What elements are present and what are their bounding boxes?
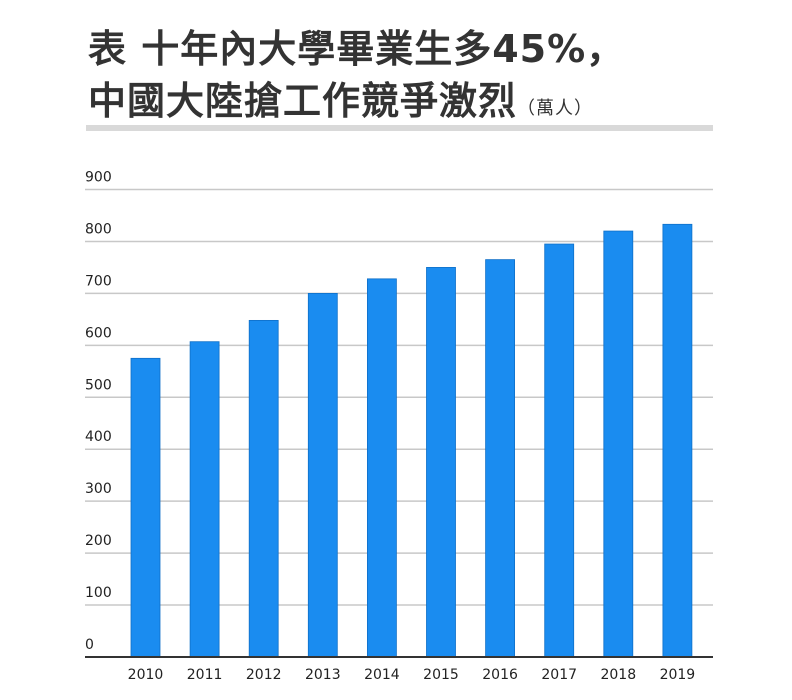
bar-2010 [130, 357, 161, 658]
y-tick-label: 400 [85, 429, 112, 445]
y-tick-label: 300 [85, 481, 112, 497]
chart-title-line2: 中國大陸搶工作競爭激烈（萬人） [88, 70, 593, 125]
y-tick-label: 100 [85, 585, 112, 601]
y-tick-label: 500 [85, 377, 112, 393]
y-tick-label: 900 [85, 170, 112, 186]
x-tick-label: 2015 [423, 667, 459, 683]
x-tick-label: 2013 [305, 667, 341, 683]
bar-2013 [307, 292, 338, 658]
bar-2014 [366, 278, 397, 658]
x-tick-label: 2019 [660, 667, 696, 683]
unit-label: （萬人） [517, 98, 594, 119]
bar-2018 [603, 230, 634, 658]
bar-2017 [544, 243, 575, 658]
y-tick-label: 0 [85, 637, 94, 653]
x-tick-label: 2017 [541, 667, 577, 683]
x-tick-label: 2016 [482, 667, 518, 683]
x-tick-label: 2010 [128, 667, 164, 683]
y-tick-label: 200 [85, 533, 112, 549]
x-tick-label: 2011 [187, 667, 223, 683]
x-tick-label: 2018 [600, 667, 636, 683]
title-divider [86, 125, 713, 131]
x-tick-label: 2014 [364, 667, 400, 683]
bar-2012 [248, 319, 279, 658]
title-line2-text: 中國大陸搶工作競爭激烈 [88, 79, 518, 123]
y-tick-label: 700 [85, 273, 112, 289]
y-tick-label: 600 [85, 325, 112, 341]
bar-2015 [426, 267, 456, 658]
bar-2016 [485, 259, 516, 658]
x-tick-label: 2012 [246, 667, 282, 683]
chart-title-line1: 表 十年內大學畢業生多45%， [88, 27, 626, 71]
bar-2019 [662, 223, 693, 658]
y-tick-label: 800 [85, 221, 112, 237]
bar-2011 [189, 341, 220, 658]
